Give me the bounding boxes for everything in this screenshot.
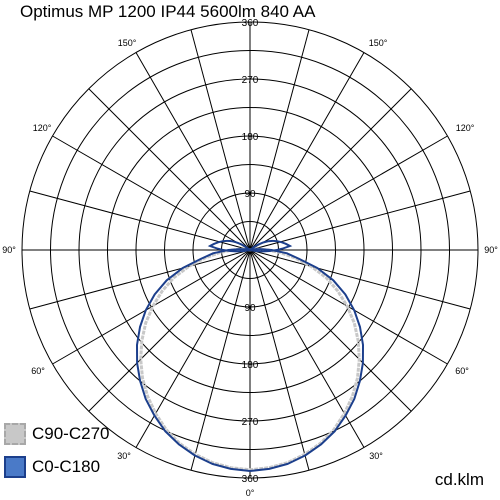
- grid-spoke: [249, 135, 448, 251]
- grid-spoke: [88, 88, 251, 251]
- chart-title: Optimus MP 1200 IP44 5600lm 840 AA: [20, 2, 316, 21]
- grid-spoke: [249, 52, 365, 251]
- angle-label: 120°: [456, 123, 475, 133]
- grid-spoke: [249, 249, 412, 412]
- series-curve-c90-c270: [139, 247, 361, 472]
- grid-spoke: [29, 190, 251, 251]
- grid-spoke: [249, 29, 310, 251]
- polar-grid: [21, 21, 479, 479]
- unit-label: cd.klm: [434, 470, 484, 489]
- legend-label: C0-C180: [32, 457, 101, 476]
- angle-label: 90°: [484, 245, 498, 255]
- ring-label-bottom: 270: [242, 417, 259, 428]
- grid-spoke: [135, 52, 251, 251]
- angle-label: 0°: [246, 488, 255, 498]
- curves: [136, 239, 364, 472]
- angle-label: 30°: [369, 451, 383, 461]
- series-lobe: [207, 239, 293, 253]
- ring-label-bottom: 360: [242, 474, 259, 485]
- series-curve-c0-c180: [136, 248, 364, 472]
- legend-swatch: [4, 423, 26, 445]
- grid-spoke: [249, 249, 471, 310]
- legend-item-c90-c270: C90-C270: [4, 421, 110, 447]
- angle-label: 60°: [31, 366, 45, 376]
- grid-spoke: [249, 249, 365, 448]
- grid-spoke: [190, 29, 251, 251]
- grid-spoke: [52, 135, 251, 251]
- ring-label-top: 360: [242, 18, 259, 29]
- grid-spoke: [249, 88, 412, 251]
- ring-label-bottom: 90: [244, 303, 256, 314]
- chart-labels: 90 90 180 180 270 270 360 360 0° 30° 30° 60° 60° 90° 9…: [2, 18, 498, 498]
- angle-label: 150°: [118, 38, 137, 48]
- grid-spoke: [190, 249, 251, 471]
- ring-label-top: 90: [244, 189, 256, 200]
- angle-label: 150°: [369, 38, 388, 48]
- grid-spoke: [88, 249, 251, 412]
- angle-label: 120°: [33, 123, 52, 133]
- grid-spoke: [135, 249, 251, 448]
- angle-label: 30°: [117, 451, 131, 461]
- angle-label: 90°: [2, 245, 16, 255]
- ring-label-top: 180: [242, 132, 259, 143]
- grid-spoke: [249, 190, 471, 251]
- legend-swatch: [4, 456, 26, 478]
- ring-label-top: 270: [242, 75, 259, 86]
- ring-label-bottom: 180: [242, 360, 259, 371]
- legend-label: C90-C270: [32, 424, 110, 443]
- grid-spoke: [249, 249, 310, 471]
- legend-item-c0-c180: C0-C180: [4, 454, 100, 480]
- grid-spoke: [29, 249, 251, 310]
- angle-label: 60°: [455, 366, 469, 376]
